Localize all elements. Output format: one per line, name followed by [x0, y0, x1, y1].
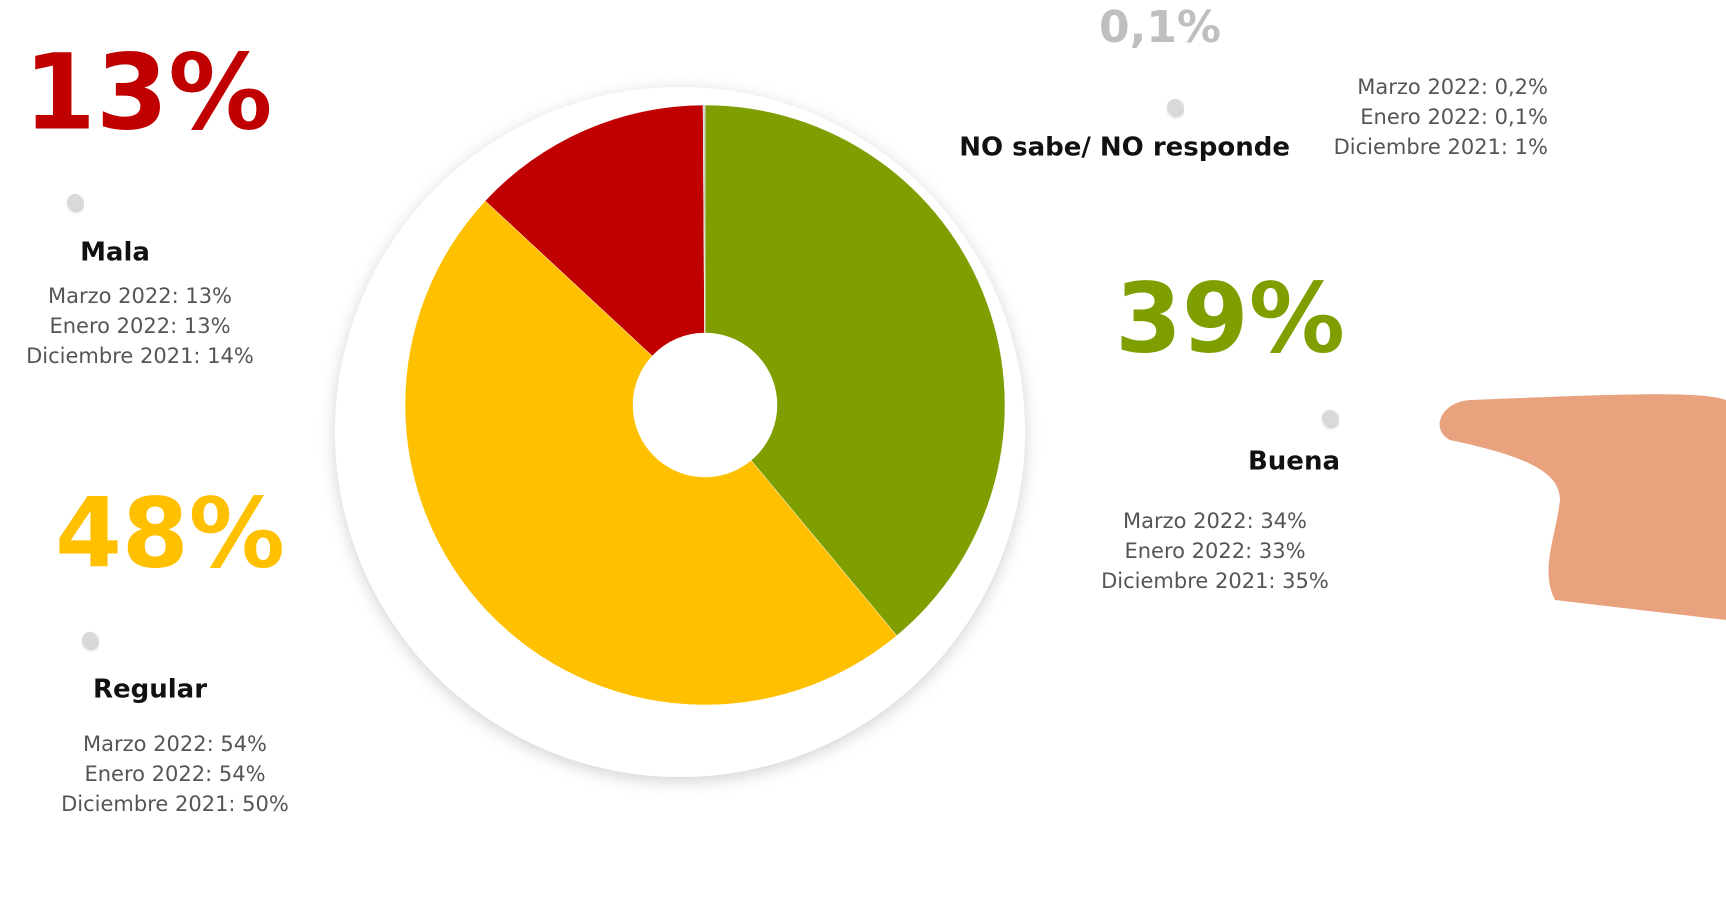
history-line: Diciembre 2021: 1% [1334, 135, 1548, 159]
history-line: Diciembre 2021: 50% [61, 792, 289, 816]
value-label: 39% [1115, 262, 1345, 374]
history-line: Enero 2022: 0,1% [1360, 105, 1548, 129]
leader-dot [82, 632, 98, 648]
history-line: Enero 2022: 13% [49, 314, 230, 338]
chart-layer: 39% Buena Marzo 2022: 34% Enero 2022: 33% Di… [24, 2, 1548, 816]
category-label: Mala [80, 238, 150, 268]
history-line: Enero 2022: 54% [84, 762, 265, 786]
history-line: Marzo 2022: 13% [48, 284, 232, 308]
category-label: Regular [93, 675, 207, 705]
history-line: Diciembre 2021: 35% [1101, 569, 1329, 593]
leader-dot [1167, 99, 1183, 115]
value-label: 13% [24, 31, 273, 153]
history-line: Marzo 2022: 54% [83, 732, 267, 756]
value-label: 0,1% [1099, 2, 1221, 53]
history-line: Marzo 2022: 34% [1123, 509, 1307, 533]
pie-slice [484, 104, 705, 357]
leader-dot [67, 194, 83, 210]
category-label: Buena [1248, 447, 1340, 477]
history-line: Marzo 2022: 0,2% [1357, 75, 1548, 99]
category-label: NO sabe/ NO responde [959, 133, 1290, 163]
value-label: 48% [55, 477, 285, 589]
pie-slice [704, 104, 1006, 637]
pointing-hand [1439, 394, 1726, 620]
history-line: Enero 2022: 33% [1124, 539, 1305, 563]
leader-dot [1322, 410, 1338, 426]
pie-slice [404, 200, 898, 706]
history-line: Diciembre 2021: 14% [26, 344, 254, 368]
